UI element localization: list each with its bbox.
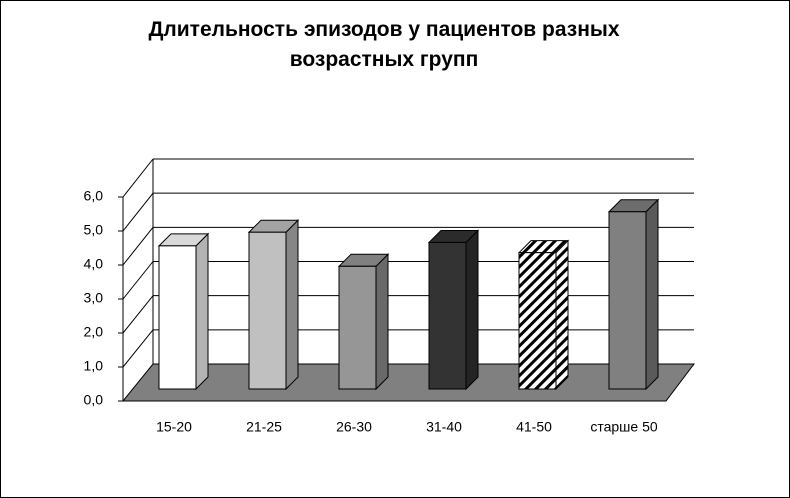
bar	[608, 211, 647, 390]
grid-line	[122, 295, 154, 334]
floor	[121, 363, 696, 402]
grid-line	[122, 329, 154, 368]
x-tick-label: 15-20	[156, 419, 192, 435]
x-tick-label: 21-25	[246, 419, 282, 435]
y-tick-label: 2,0	[84, 324, 104, 340]
grid-line	[122, 261, 154, 300]
bar	[248, 231, 287, 390]
bar	[428, 241, 467, 390]
bar-side	[375, 253, 389, 391]
y-tick-label: 1,0	[84, 358, 104, 374]
bar-side	[195, 232, 209, 391]
bar-side	[555, 239, 569, 391]
bar-side	[645, 198, 659, 391]
y-tick-label: 6,0	[84, 188, 104, 204]
bar-side	[465, 229, 479, 391]
bar-side	[285, 219, 299, 391]
chart-title: Длительность эпизодов у пациентов разных…	[148, 18, 620, 71]
grid-line	[122, 158, 154, 198]
y-tick-label: 5,0	[84, 222, 104, 238]
y-tick-label: 3,0	[84, 290, 104, 306]
bar	[518, 252, 557, 390]
grid-line	[122, 192, 154, 232]
x-tick-label: 26-30	[336, 419, 372, 435]
y-tick-label: 4,0	[84, 256, 104, 272]
y-tick-label: 0,0	[84, 392, 104, 408]
bar	[158, 245, 197, 390]
bar	[338, 265, 377, 390]
x-tick-label: 41-50	[516, 419, 552, 435]
x-tick-label: старше 50	[590, 419, 658, 435]
x-tick-label: 31-40	[426, 419, 462, 435]
grid-line	[122, 227, 154, 266]
